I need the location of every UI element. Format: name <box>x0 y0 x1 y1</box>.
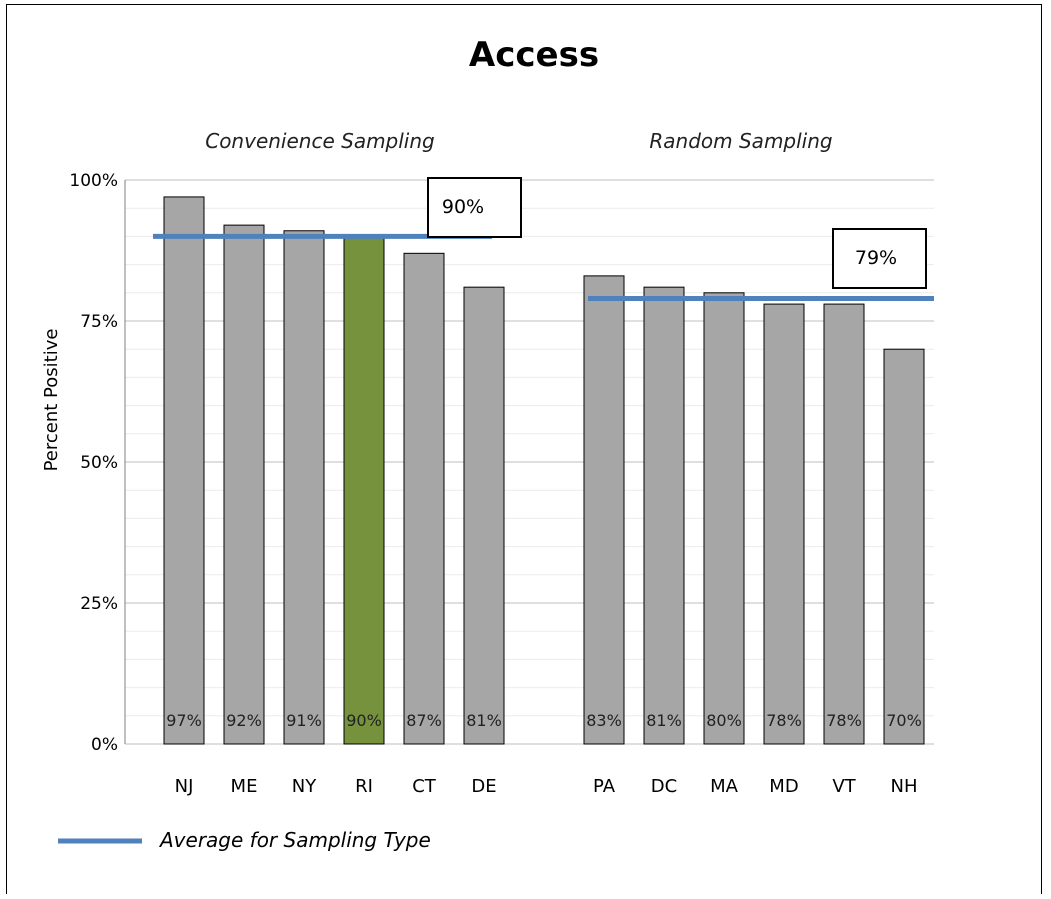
data-label-pa: 83% <box>586 711 622 730</box>
category-label-de: DE <box>471 776 496 797</box>
data-label-ct: 87% <box>406 711 442 730</box>
bar-dc <box>643 286 685 745</box>
bar-de <box>463 286 505 745</box>
data-labels: 97% 92% 91% 90% 87% 81% 83% 81% 80% 78% 78% 70% <box>166 711 922 730</box>
data-label-me: 92% <box>226 711 262 730</box>
group-label-convenience: Convenience Sampling <box>205 129 435 153</box>
y-tick-label: 0% <box>91 735 118 755</box>
chart-title: Access <box>469 35 599 75</box>
y-tick-label: 25% <box>80 594 118 614</box>
bar-ri <box>343 235 385 745</box>
chart-frame <box>6 4 1042 894</box>
category-label-nh: NH <box>891 776 918 797</box>
average-lines: 90% 79% <box>153 177 934 301</box>
category-label-pa: PA <box>593 776 616 797</box>
x-axis-categories: NJ ME NY RI CT DE PA DC MA MD VT NH <box>175 776 918 797</box>
category-label-nj: NJ <box>175 776 194 797</box>
bar-md <box>763 303 805 745</box>
legend-label: Average for Sampling Type <box>158 828 431 852</box>
category-label-ma: MA <box>710 776 739 797</box>
data-label-ny: 91% <box>286 711 322 730</box>
category-label-md: MD <box>769 776 798 797</box>
bar-pa <box>583 275 625 745</box>
category-label-ri: RI <box>355 776 373 797</box>
bar-me <box>223 224 265 745</box>
y-tick-label: 50% <box>80 453 118 473</box>
bar-ct <box>403 252 445 745</box>
bar-ny <box>283 230 325 745</box>
average-label-random: 79% <box>855 247 897 269</box>
category-label-me: ME <box>231 776 258 797</box>
average-label-convenience: 90% <box>442 196 484 218</box>
category-label-ct: CT <box>412 776 437 797</box>
category-label-ny: NY <box>292 776 317 797</box>
y-tick-label: 75% <box>80 312 118 332</box>
bar-nh <box>883 348 925 745</box>
y-axis-label: Percent Positive <box>41 329 62 472</box>
data-label-nh: 70% <box>886 711 922 730</box>
data-label-ma: 80% <box>706 711 742 730</box>
category-label-dc: DC <box>651 776 677 797</box>
bars <box>163 196 925 745</box>
legend: Average for Sampling Type <box>58 828 431 852</box>
data-label-ri: 90% <box>346 711 382 730</box>
bar-vt <box>823 303 865 745</box>
y-tick-label: 100% <box>69 171 118 191</box>
data-label-nj: 97% <box>166 711 202 730</box>
data-label-md: 78% <box>766 711 802 730</box>
bar-ma <box>703 292 745 745</box>
group-label-random: Random Sampling <box>649 129 832 153</box>
average-box-convenience <box>427 177 522 238</box>
data-label-de: 81% <box>466 711 502 730</box>
category-label-vt: VT <box>832 776 856 797</box>
bar-nj <box>163 196 205 745</box>
data-label-vt: 78% <box>826 711 862 730</box>
y-axis-ticks: 0% 25% 50% 75% 100% <box>69 171 118 755</box>
average-box-random <box>832 228 927 289</box>
data-label-dc: 81% <box>646 711 682 730</box>
